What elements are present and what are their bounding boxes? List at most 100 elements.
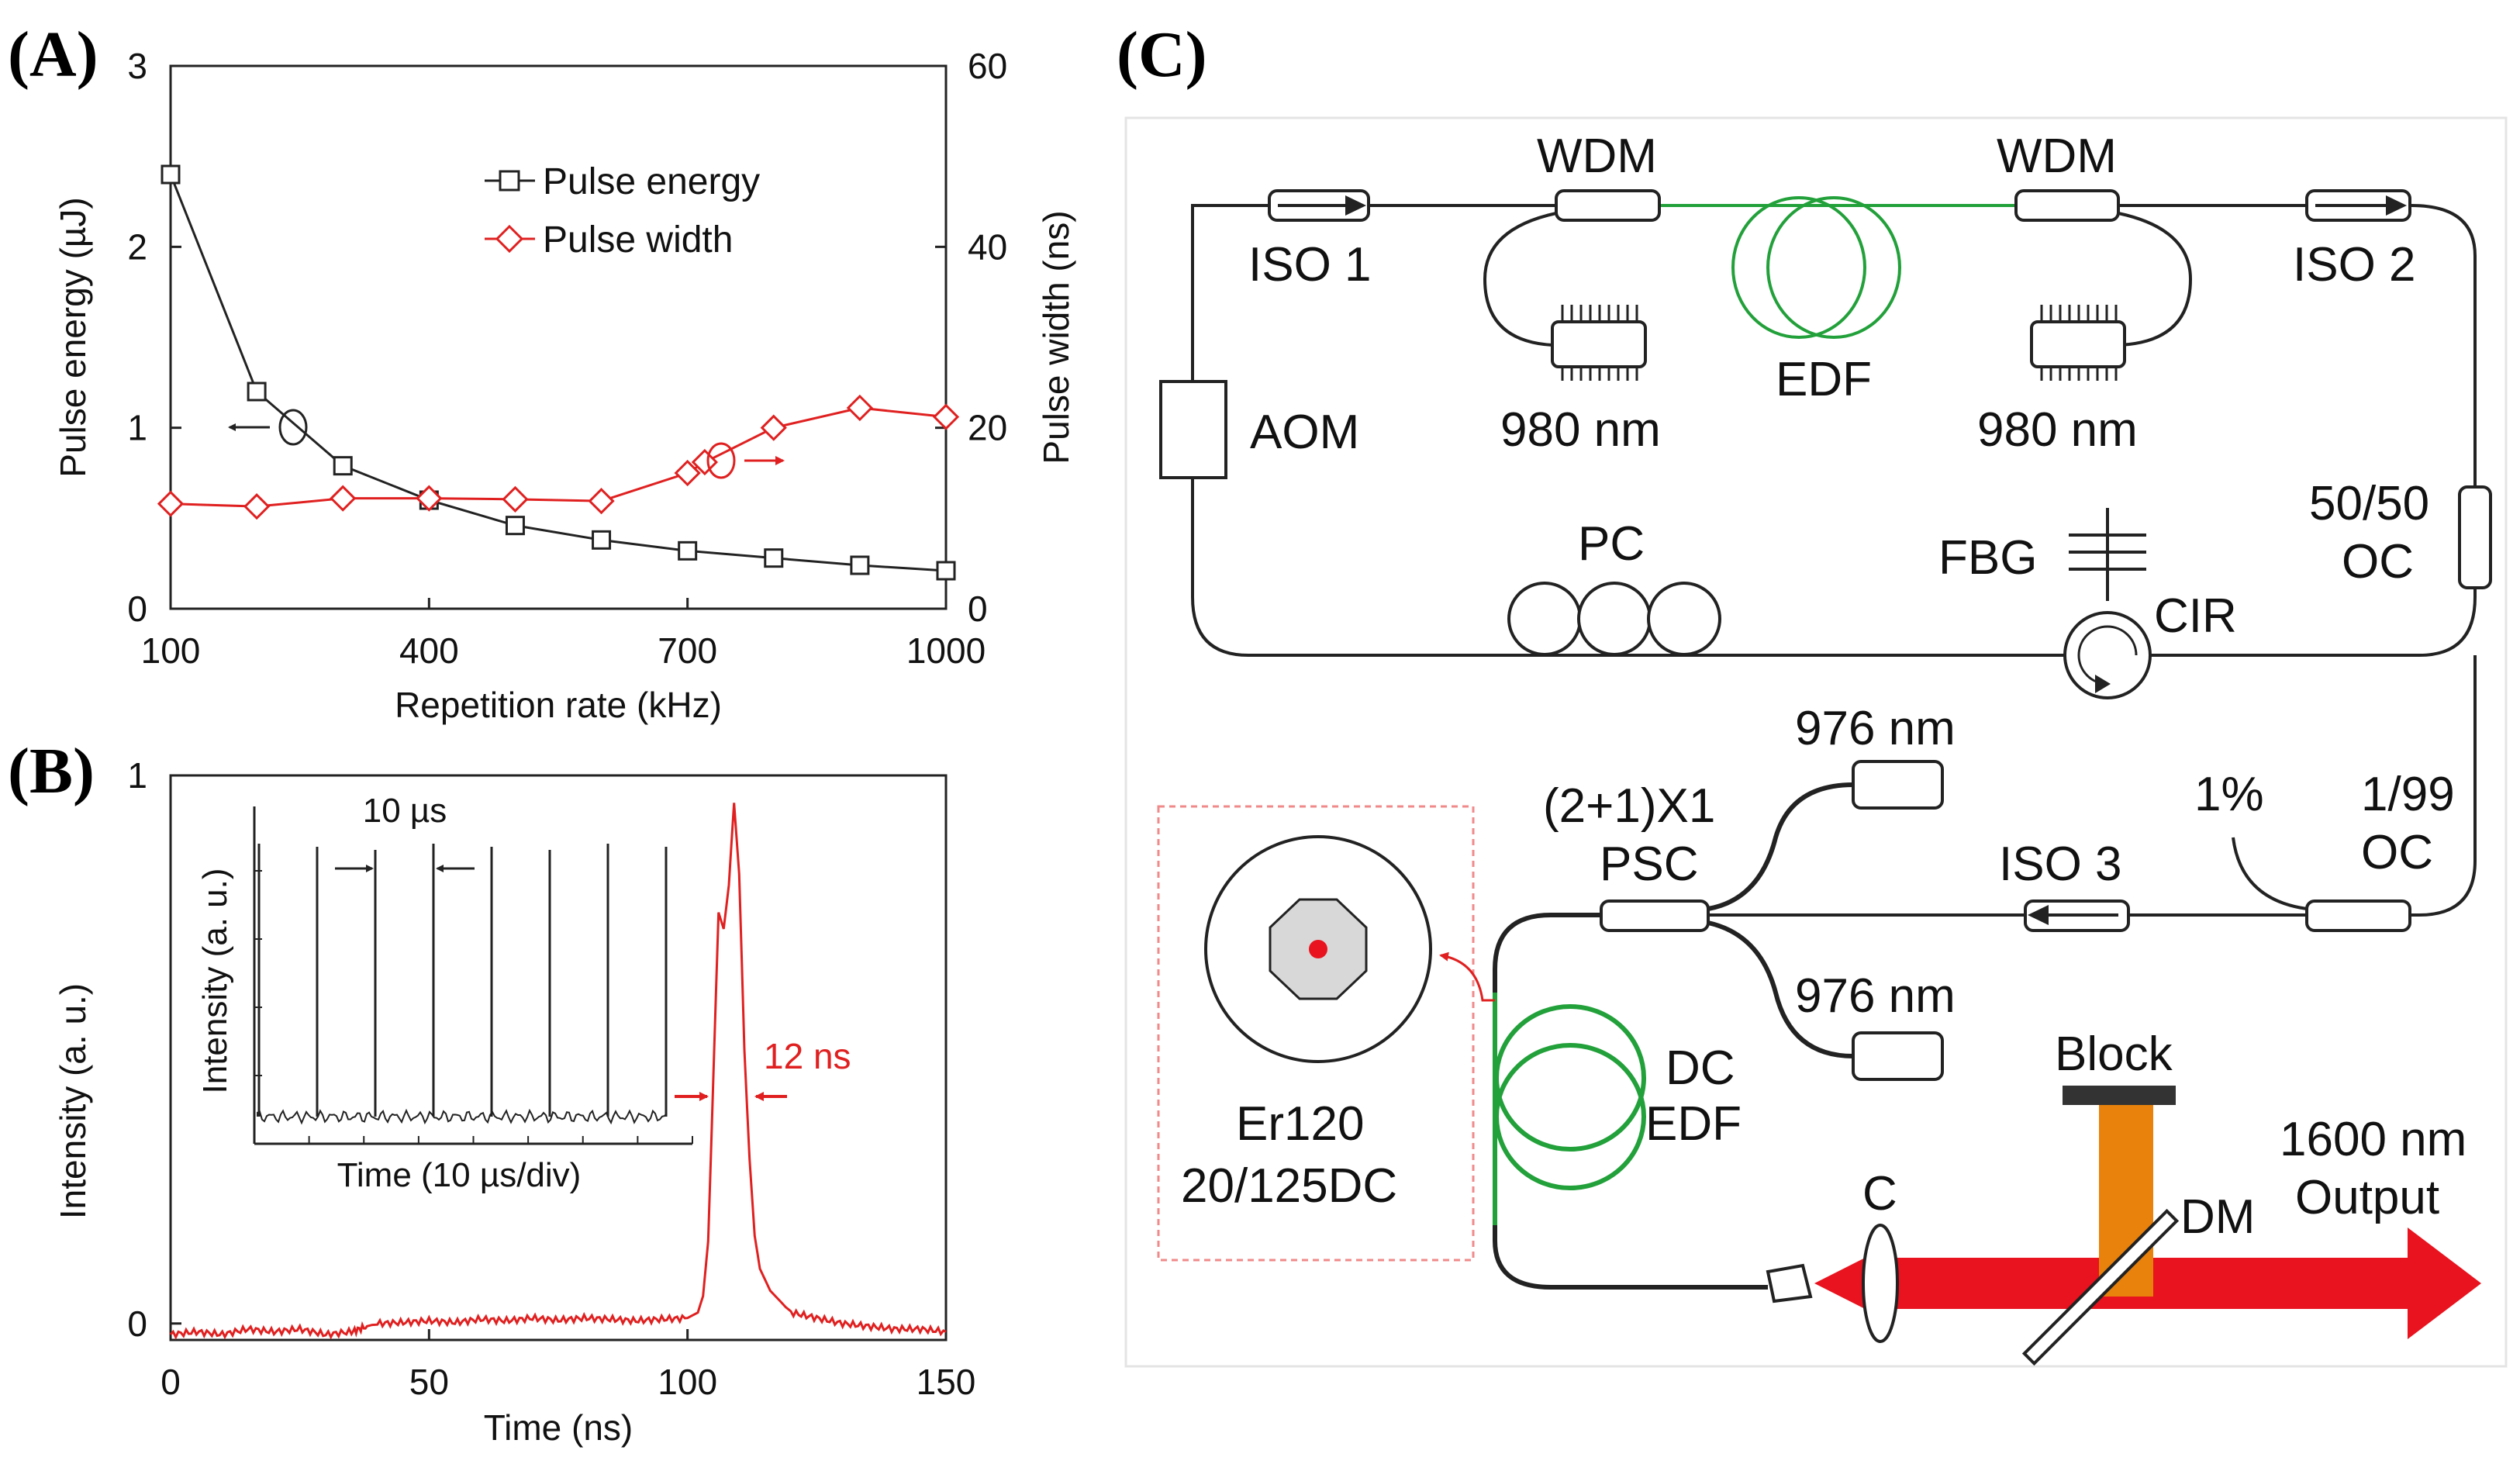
pump-signal-combiner xyxy=(1600,900,1710,932)
polarization-controller xyxy=(1507,582,1721,656)
label-oc1-ratio: 50/50 xyxy=(2309,477,2429,530)
label-oc2-ratio: 1/99 xyxy=(2361,768,2455,821)
isolator-1 xyxy=(1268,189,1370,222)
label-pump2: 980 nm xyxy=(1977,403,2138,457)
inset-noise-floor xyxy=(257,1108,668,1125)
x-tick-label-b: 50 xyxy=(409,1362,449,1402)
width-axis-indicator xyxy=(706,442,736,479)
label-oc1: OC xyxy=(2342,535,2414,589)
y-tick-label-b: 0 xyxy=(127,1304,147,1344)
series-line-energy xyxy=(169,174,947,572)
label-psc: PSC xyxy=(1600,837,1698,891)
label-iso2: ISO 2 xyxy=(2293,238,2416,292)
label-cir: CIR xyxy=(2154,589,2237,643)
width-point xyxy=(330,485,357,512)
x-tick-label-b: 100 xyxy=(658,1362,717,1402)
x-axis-label-a: Repetition rate (kHz) xyxy=(395,685,722,725)
label-collimator: C xyxy=(1862,1167,1897,1221)
width-point xyxy=(157,490,185,517)
fwhm-label: 12 ns xyxy=(764,1036,851,1076)
cross-section-pointer xyxy=(1439,951,1495,1002)
width-point xyxy=(932,403,960,430)
label-dm: DM xyxy=(2180,1190,2255,1244)
x-tick-label-a: 1000 xyxy=(906,630,986,671)
width-point xyxy=(846,394,874,422)
x-tick-label-a: 100 xyxy=(141,630,201,671)
wdm-1 xyxy=(1555,189,1661,222)
energy-point xyxy=(505,516,525,536)
panel-label-b: (B) xyxy=(8,735,95,807)
series-line-width xyxy=(170,406,947,508)
pulse-trace xyxy=(169,803,947,1340)
label-pump1: 980 nm xyxy=(1500,403,1661,457)
width-point xyxy=(674,459,701,487)
label-pump3: 976 nm xyxy=(1795,702,1956,755)
psc-output-fiber xyxy=(1493,913,1601,993)
ring-fiber-top-left xyxy=(1190,204,1269,382)
y-tick-right-label-a: 60 xyxy=(968,46,1007,86)
label-block: Block xyxy=(2055,1027,2173,1081)
width-point xyxy=(416,485,443,512)
energy-point xyxy=(161,164,181,185)
x-tick-label-b: 150 xyxy=(917,1362,976,1402)
label-fiber-type: Er120 xyxy=(1236,1097,1364,1151)
energy-point xyxy=(678,540,698,561)
circulator xyxy=(2063,611,2152,699)
width-point xyxy=(588,488,615,515)
coupler-50-50 xyxy=(2458,485,2492,589)
inset-chart: Time (10 µs/div) Intensity (a. u.) 10 µs xyxy=(196,792,693,1194)
width-point xyxy=(760,414,787,441)
plot-area-b xyxy=(169,774,948,1342)
y-tick-right-label-a: 40 xyxy=(968,226,1007,267)
label-dc: DC xyxy=(1666,1041,1735,1095)
legend-label-width: Pulse width xyxy=(543,219,733,261)
fiber-cross-section-box xyxy=(1157,805,1475,1262)
energy-point xyxy=(936,561,956,581)
label-iso1: ISO 1 xyxy=(1248,238,1372,292)
legend-label-energy: Pulse energy xyxy=(543,161,760,202)
beam-block xyxy=(2063,1086,2176,1105)
pump-diode-980-2 xyxy=(2030,305,2126,381)
fiber-cross-section xyxy=(1204,835,1432,1063)
width-point xyxy=(502,485,529,513)
label-oc2: OC xyxy=(2361,826,2433,879)
laser-schematic: ISO 1 ISO 2 WDM WDM 980 nm 980 nm E xyxy=(1124,116,2508,1368)
wdm-2 xyxy=(2014,189,2120,222)
pump-diode-980-1 xyxy=(1551,305,1647,381)
coupler-1-99 xyxy=(2305,900,2411,932)
energy-point xyxy=(592,530,612,550)
dichroic-mirror xyxy=(2021,1208,2180,1366)
y-tick-label-a: 2 xyxy=(127,226,147,267)
label-fbg: FBG xyxy=(1938,531,2037,585)
x-tick-label-b: 0 xyxy=(161,1362,181,1402)
pump2-fiber xyxy=(2118,212,2193,347)
width-point xyxy=(691,448,719,476)
ring-output-fiber xyxy=(2410,655,2477,917)
x-axis-label-b: Time (ns) xyxy=(484,1407,633,1448)
width-point xyxy=(243,493,271,520)
label-aom: AOM xyxy=(1250,406,1359,459)
inset-x-label: Time (10 µs/div) xyxy=(337,1156,582,1194)
y-tick-label-a: 3 xyxy=(127,46,147,86)
y-axis-label-b: Intensity (a. u.) xyxy=(53,983,93,1219)
schematic-frame xyxy=(1124,116,2508,1368)
legend-a: Pulse energy Pulse width xyxy=(485,161,760,261)
label-tap: 1% xyxy=(2194,768,2264,821)
label-output: Output xyxy=(2295,1171,2439,1224)
panel-label-c: (C) xyxy=(1117,19,1207,91)
energy-point xyxy=(850,555,870,575)
pump3-fiber xyxy=(1707,782,1854,911)
isolator-2 xyxy=(2305,189,2411,222)
y-tick-label-a: 1 xyxy=(127,408,147,448)
ring-fiber-left xyxy=(1191,478,2477,657)
pump1-fiber xyxy=(1483,212,1557,347)
y-tick-label-a: 0 xyxy=(127,589,147,629)
energy-point xyxy=(333,456,353,476)
label-wdm2: WDM xyxy=(1997,129,2117,183)
aom xyxy=(1159,380,1227,479)
energy-point xyxy=(247,382,267,402)
pump-976-2 xyxy=(1852,1031,1944,1081)
panel-label-a: (A) xyxy=(8,19,98,91)
